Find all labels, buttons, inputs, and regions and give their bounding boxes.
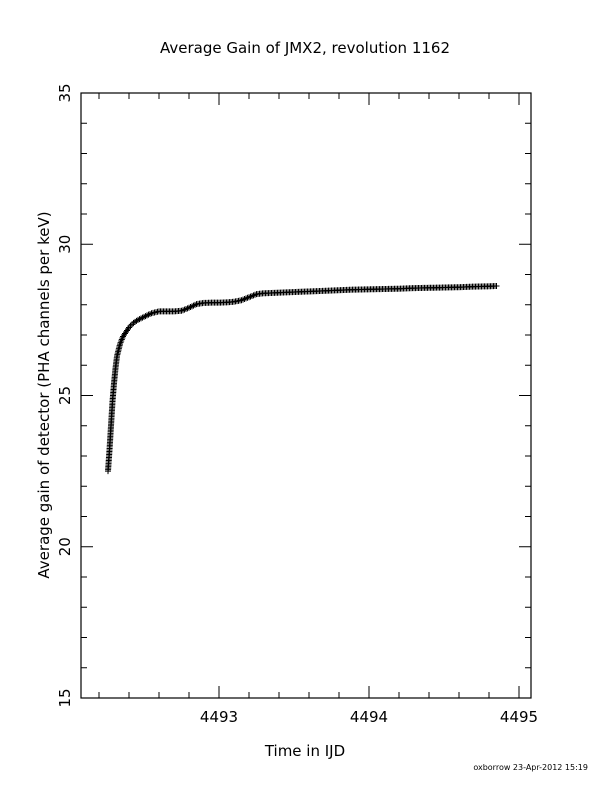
data-point: [493, 282, 500, 289]
y-tick-label: 30: [56, 235, 74, 254]
x-tick-label: 4495: [500, 708, 538, 726]
x-tick-label: 4494: [350, 708, 388, 726]
footer-stamp: oxborrow 23-Apr-2012 15:19: [473, 763, 588, 772]
chart-title: Average Gain of JMX2, revolution 1162: [160, 39, 450, 57]
y-tick-labels: 15 20 25 30 35: [56, 83, 74, 707]
plot-frame: [80, 92, 532, 699]
y-tick-label: 25: [56, 386, 74, 405]
y-tick-label: 20: [56, 537, 74, 556]
x-tick-labels: 4493 4494 4495: [200, 708, 538, 726]
axis-ticks: [81, 92, 531, 699]
y-axis-label: Average gain of detector (PHA channels p…: [35, 211, 53, 578]
y-tick-label: 15: [56, 688, 74, 707]
x-tick-label: 4493: [200, 708, 238, 726]
x-axis-label: Time in IJD: [264, 742, 345, 760]
data-points: [105, 282, 500, 475]
y-tick-label: 35: [56, 83, 74, 102]
